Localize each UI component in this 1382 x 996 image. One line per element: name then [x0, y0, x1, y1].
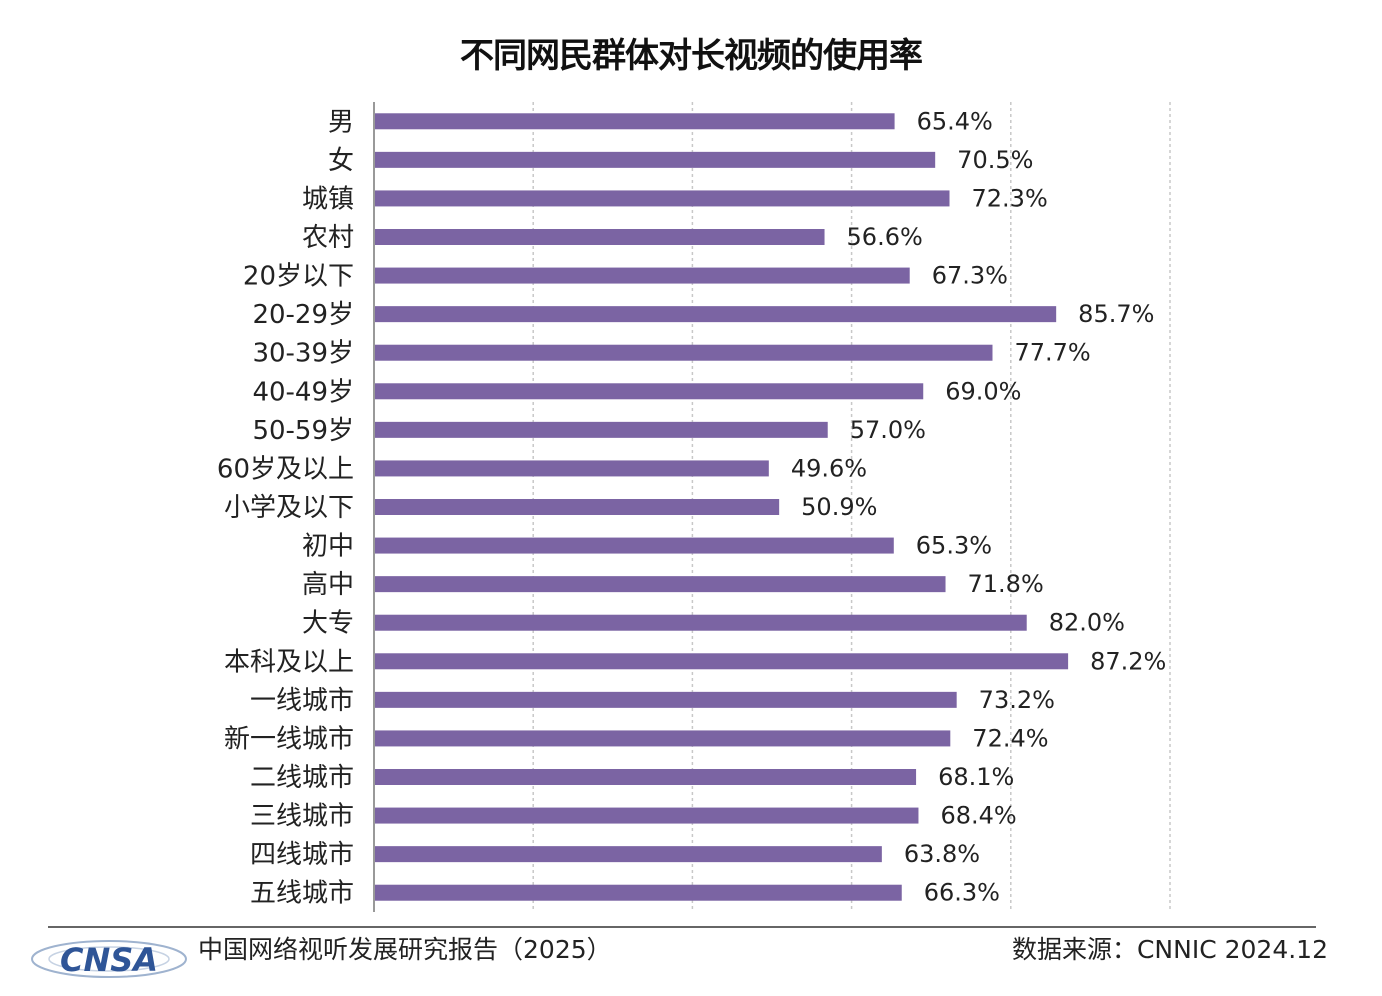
bar [375, 421, 828, 438]
category-label: 40-49岁 [252, 377, 354, 407]
bar [375, 653, 1069, 670]
value-label: 72.3% [972, 184, 1048, 212]
bar [375, 807, 919, 824]
report-name: 中国网络视听发展研究报告（2025） [198, 935, 612, 964]
cnsa-logo: CNSA [31, 940, 187, 979]
chart-title: 不同网民群体对长视频的使用率 [460, 36, 923, 76]
bar [375, 730, 951, 747]
bar [375, 151, 936, 168]
category-label: 高中 [302, 570, 354, 600]
category-label: 20-29岁 [252, 300, 354, 330]
bar [375, 113, 895, 130]
value-label: 68.4% [940, 802, 1016, 830]
value-label: 71.8% [968, 570, 1044, 598]
value-label: 70.5% [957, 146, 1033, 174]
category-label: 新一线城市 [224, 724, 354, 754]
data-source: 数据来源：CNNIC 2024.12 [1011, 935, 1328, 964]
bar [375, 846, 882, 863]
bar [375, 769, 917, 785]
bar [375, 576, 946, 593]
value-label: 63.8% [904, 840, 980, 868]
category-label: 城镇 [302, 184, 354, 214]
category-label: 农村 [302, 223, 354, 253]
bar [375, 460, 769, 477]
bar [375, 383, 924, 400]
bar [375, 614, 1027, 631]
value-label: 56.6% [847, 223, 923, 251]
footer-divider [48, 926, 1316, 928]
value-label: 72.4% [972, 724, 1048, 752]
bar [375, 691, 957, 708]
bar [375, 499, 780, 515]
value-label: 85.7% [1078, 300, 1154, 328]
value-label: 82.0% [1049, 609, 1125, 637]
bar [375, 537, 894, 554]
logo-text: CNSA [60, 941, 158, 979]
bar [375, 267, 910, 284]
bar [375, 190, 950, 207]
category-label: 小学及以下 [224, 493, 354, 523]
value-label: 68.1% [938, 763, 1014, 791]
value-label: 69.0% [945, 377, 1021, 405]
category-label: 30-39岁 [252, 339, 354, 369]
category-label: 50-59岁 [252, 416, 354, 446]
category-label: 本科及以上 [224, 647, 354, 677]
category-label: 初中 [302, 532, 354, 562]
value-label: 50.9% [801, 493, 877, 521]
category-label: 男 [328, 107, 354, 137]
value-label: 77.7% [1014, 339, 1090, 367]
category-label: 一线城市 [250, 686, 354, 716]
value-label: 49.6% [791, 454, 867, 482]
bar [375, 884, 902, 901]
category-label: 四线城市 [250, 840, 354, 870]
category-label: 五线城市 [250, 879, 354, 909]
bar [375, 344, 993, 361]
bar [375, 306, 1057, 323]
bars [375, 113, 1069, 901]
value-label: 65.3% [916, 532, 992, 560]
category-label: 20岁以下 [243, 262, 354, 292]
category-label: 大专 [302, 609, 354, 639]
value-label: 67.3% [932, 262, 1008, 290]
category-label: 三线城市 [250, 802, 354, 832]
value-label: 57.0% [850, 416, 926, 444]
category-label: 60岁及以上 [217, 454, 354, 484]
category-label: 二线城市 [250, 763, 354, 793]
value-labels: 65.4% 70.5% 72.3% 56.6% 67.3% 85.7% 77.7% 69.0%… [791, 107, 1167, 906]
value-label: 65.4% [917, 107, 993, 135]
bar [375, 229, 825, 245]
category-label: 女 [328, 146, 354, 176]
value-label: 87.2% [1090, 647, 1166, 675]
value-label: 73.2% [979, 686, 1055, 714]
value-label: 66.3% [924, 879, 1000, 907]
